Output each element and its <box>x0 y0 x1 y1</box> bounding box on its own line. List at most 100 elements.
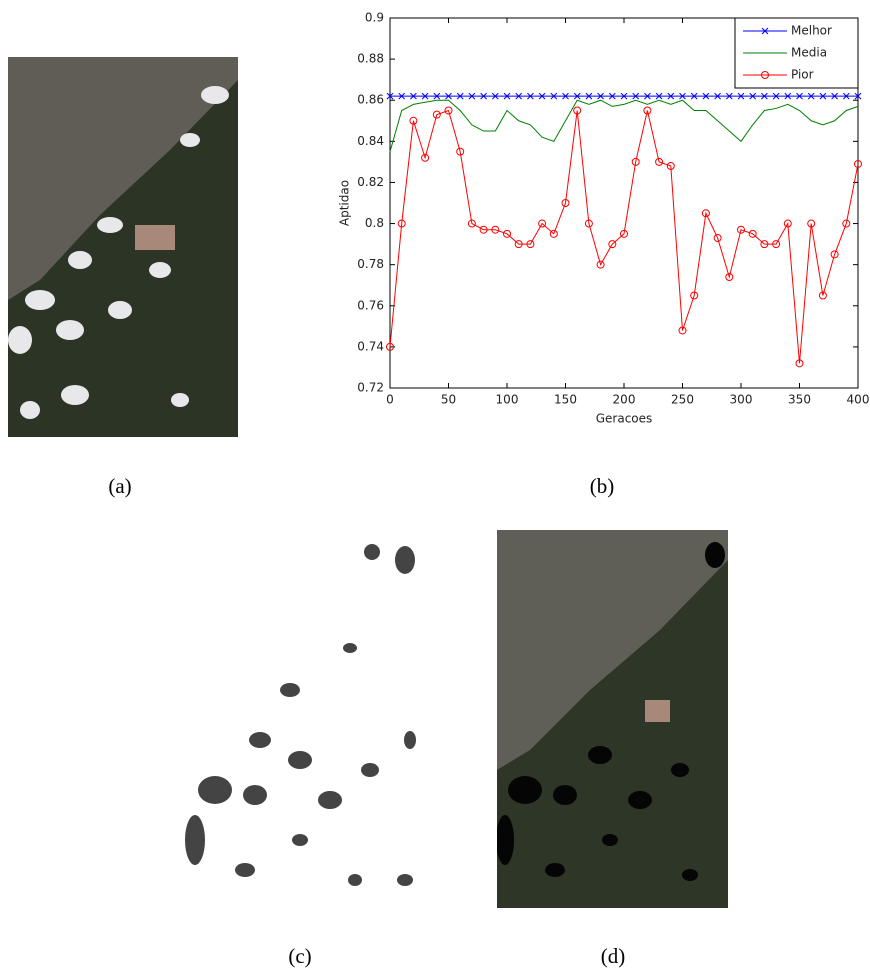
marker <box>561 199 570 207</box>
marker <box>701 209 710 218</box>
marker <box>761 27 769 35</box>
marker <box>410 92 417 100</box>
satellite-image <box>8 57 238 437</box>
marker <box>397 219 406 228</box>
marker <box>783 219 792 228</box>
marker <box>562 92 569 100</box>
x-tick-label: 150 <box>554 393 577 407</box>
marker <box>761 71 769 79</box>
marker <box>714 92 721 100</box>
marker <box>514 240 523 249</box>
marker <box>761 92 768 100</box>
y-tick-label: 0.72 <box>357 381 384 395</box>
y-tick-label: 0.88 <box>357 52 384 66</box>
marker <box>842 219 851 228</box>
marker <box>503 92 511 100</box>
marker <box>573 106 582 115</box>
marker <box>854 92 862 100</box>
marker <box>444 106 453 115</box>
marker <box>620 92 628 100</box>
marker <box>503 229 511 238</box>
caption: (a) <box>108 474 131 498</box>
legend: Melhor Media Pior <box>734 17 859 89</box>
marker <box>643 106 652 115</box>
composite-image <box>497 530 728 908</box>
marker <box>702 92 710 100</box>
marker <box>807 92 815 100</box>
marker <box>772 92 780 100</box>
marker <box>655 157 664 166</box>
y-axis-label: Aptidao <box>338 180 352 226</box>
marker <box>679 92 686 100</box>
marker <box>456 147 465 156</box>
marker <box>678 326 687 335</box>
marker <box>795 359 804 368</box>
x-tick-label: 250 <box>671 393 694 407</box>
marker <box>491 92 499 100</box>
marker <box>527 92 534 100</box>
marker <box>807 219 816 228</box>
marker <box>398 92 406 100</box>
marker <box>608 240 617 249</box>
marker <box>818 291 827 300</box>
y-tick-label: 0.84 <box>357 134 384 148</box>
marker <box>854 159 862 168</box>
marker <box>421 92 429 100</box>
x-tick-label: 300 <box>730 393 753 407</box>
marker <box>644 92 651 100</box>
marker <box>597 92 604 100</box>
legend-label: Media <box>791 46 827 60</box>
marker <box>666 162 675 170</box>
marker <box>784 92 792 100</box>
marker <box>632 92 640 100</box>
marker <box>549 229 558 238</box>
marker <box>667 92 675 100</box>
marker <box>725 273 734 281</box>
marker <box>479 225 488 234</box>
marker <box>748 229 757 238</box>
marker <box>655 92 663 100</box>
marker <box>432 110 441 119</box>
x-tick-label: 100 <box>496 393 519 407</box>
marker <box>760 240 769 249</box>
mask-image <box>185 544 416 886</box>
marker <box>713 233 722 242</box>
marker <box>842 92 850 100</box>
marker <box>796 92 803 100</box>
marker <box>480 92 487 100</box>
legend-label: Pior <box>791 68 814 82</box>
marker <box>409 116 418 125</box>
x-axis-label: Geracoes <box>596 412 653 426</box>
y-tick-label: 0.74 <box>357 339 384 353</box>
marker <box>456 92 464 100</box>
y-tick-label: 0.9 <box>365 11 384 25</box>
marker <box>538 92 546 100</box>
marker <box>445 92 452 100</box>
marker <box>608 92 616 100</box>
marker <box>550 92 558 100</box>
marker <box>584 219 593 228</box>
x-tick-label: 50 <box>441 393 456 407</box>
x-tick-label: 0 <box>386 393 394 407</box>
marker <box>421 153 430 162</box>
y-tick-label: 0.78 <box>357 257 384 271</box>
x-tick-label: 350 <box>788 393 811 407</box>
caption: (c) <box>288 944 311 968</box>
x-tick-label: 200 <box>613 393 636 407</box>
marker <box>737 225 745 234</box>
marker <box>725 92 733 100</box>
marker <box>819 92 827 100</box>
marker <box>596 260 605 269</box>
marker <box>620 229 628 238</box>
y-tick-label: 0.76 <box>357 298 384 312</box>
marker <box>585 92 593 100</box>
marker <box>491 225 500 234</box>
marker <box>772 240 781 249</box>
marker <box>631 157 640 166</box>
marker <box>573 92 581 100</box>
marker <box>515 92 523 100</box>
marker <box>690 291 699 300</box>
caption: (d) <box>601 944 626 968</box>
marker <box>386 342 394 351</box>
